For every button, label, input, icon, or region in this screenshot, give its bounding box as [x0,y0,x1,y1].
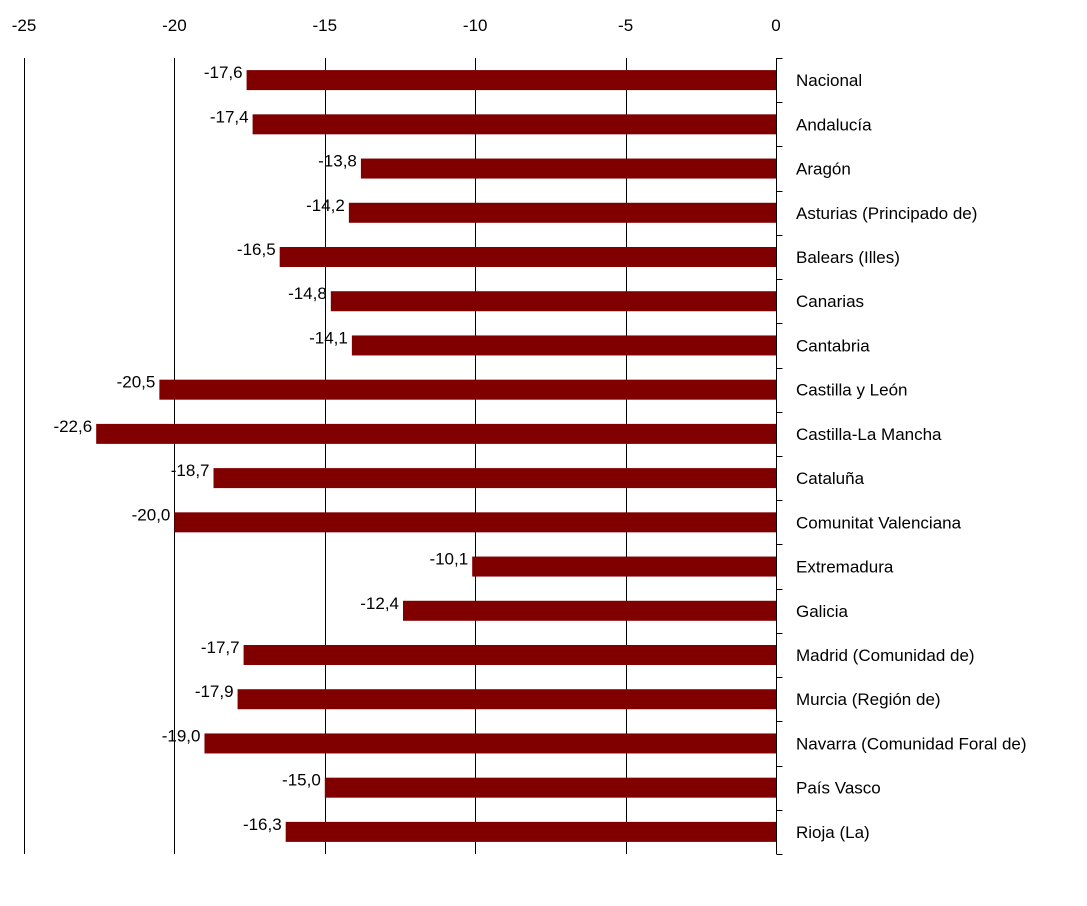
category-label: Rioja (La) [796,823,870,842]
value-labels: -17,6 -17,4 -13,8 -14,2 -16,5 -14,8 -14,1 -20,5… [53,63,468,834]
data-label: -13,8 [318,152,357,171]
bars [96,70,777,842]
bar [324,777,776,798]
category-label: Balears (Illes) [796,248,900,267]
bar [279,247,776,267]
data-label: -17,4 [210,107,249,126]
category-label: Castilla-La Mancha [796,425,942,444]
bar [213,468,776,489]
bar [351,335,776,356]
data-label: -16,5 [237,240,276,259]
bar [243,645,777,665]
data-label: -17,7 [201,638,240,657]
data-label: -22,6 [53,417,92,436]
bar [360,158,776,179]
bar [174,512,776,533]
bar [472,556,776,577]
data-label: -18,7 [171,461,210,480]
category-label: País Vasco [796,779,881,798]
data-label: -17,9 [195,682,234,701]
category-label: Canarias [796,292,864,311]
category-label: Cantabria [796,336,870,355]
category-label: Navarra (Comunidad Foral de) [796,734,1027,753]
bar [330,291,776,312]
data-label: -16,3 [243,815,282,834]
category-label: Galicia [796,602,849,621]
bar [237,689,776,710]
data-label: -12,4 [360,594,399,613]
x-tick-label: 0 [771,16,780,35]
category-label: Comunitat Valenciana [796,513,962,532]
bar [96,423,776,444]
bar [348,202,776,223]
y-axis [776,58,783,855]
x-tick-label: -5 [618,16,633,35]
category-label: Asturias (Principado de) [796,204,977,223]
data-label: -14,2 [306,196,345,215]
bar [252,114,776,135]
category-labels: Nacional Andalucía Aragón Asturias (Princip… [796,71,1027,842]
data-label: -20,0 [132,505,171,524]
bar [285,821,776,842]
data-label: -14,1 [309,328,348,347]
category-label: Aragón [796,160,851,179]
data-label: -10,1 [429,550,468,569]
x-tick-label: -10 [463,16,488,35]
x-tick-label: -25 [12,16,37,35]
category-label: Cataluña [796,469,865,488]
gridlines [24,58,627,854]
x-tick-label: -15 [313,16,338,35]
category-label: Extremadura [796,558,894,577]
data-label: -19,0 [162,726,201,745]
bar [204,733,777,754]
data-label: -15,0 [282,771,321,790]
category-label: Madrid (Comunidad de) [796,646,975,665]
data-label: -17,6 [204,63,243,82]
data-label: -14,8 [288,284,327,303]
category-label: Nacional [796,71,862,90]
category-label: Andalucía [796,115,872,134]
bar [403,600,776,621]
category-label: Castilla y León [796,381,908,400]
bar [246,70,777,91]
x-tick-labels: -25 -20 -15 -10 -5 0 [12,16,781,35]
category-label: Murcia (Región de) [796,690,941,709]
bar [159,379,777,400]
data-label: -20,5 [117,373,156,392]
x-tick-label: -20 [162,16,187,35]
